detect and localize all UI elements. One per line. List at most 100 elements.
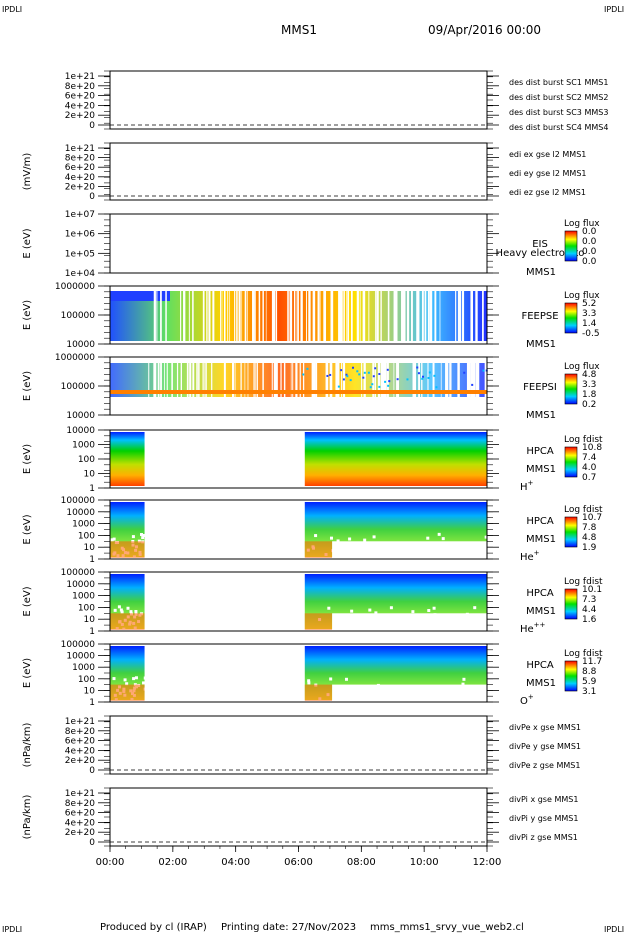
colorbar-title: Log fdist (564, 577, 603, 587)
y-tick-label: 6e+20 (65, 163, 96, 173)
data-gap (323, 291, 324, 341)
data-gap (338, 291, 341, 341)
data-gap (137, 539, 141, 543)
data-gap (143, 676, 147, 680)
panels-group: des dist burst SC1 MMS1 des dist burst SC… (22, 70, 608, 848)
y-tick-label: 100 (78, 675, 95, 685)
data-gap (314, 363, 316, 397)
y-axis-label: E (eV) (22, 228, 33, 258)
spectrogram-low-energy-patch (304, 541, 333, 558)
y-tick-label: 100 (78, 455, 95, 465)
spectrogram-pixel (349, 379, 352, 382)
colorbar-tick-label: 7.3 (582, 595, 596, 605)
data-gap (265, 291, 267, 341)
data-gap (176, 363, 179, 397)
data-gap (112, 537, 116, 541)
data-gap (387, 291, 390, 341)
y-tick-label: 2e+20 (65, 828, 96, 838)
spectrogram-high-energy-band (110, 291, 170, 301)
legend-entry: divPi y gse MMS1 (509, 814, 578, 823)
header-datetime: 09/Apr/2016 00:00 (428, 23, 541, 37)
spectrogram-pixel (372, 375, 375, 378)
data-gap (221, 291, 223, 341)
corner-tag-top-right: IPDLI (604, 5, 624, 14)
data-gap (183, 291, 186, 341)
data-gap (473, 606, 477, 610)
corner-tag-bottom-left: IPDLI (2, 925, 22, 934)
y-tick-label: 1e+21 (65, 72, 95, 82)
data-gap (123, 678, 127, 682)
data-gap (211, 363, 213, 397)
data-gap (212, 291, 215, 341)
data-gap (468, 363, 471, 397)
data-gap (382, 363, 385, 397)
data-gap (117, 605, 121, 609)
y-tick-label: 2e+20 (65, 111, 96, 121)
data-gap (297, 291, 299, 341)
spectrogram-hpca (110, 646, 487, 702)
data-gap (273, 291, 275, 341)
data-gap (234, 363, 236, 397)
y-tick-label: 1000 (72, 663, 95, 673)
y-tick-label: 1e+04 (65, 269, 96, 279)
y-tick-label: 100000 (61, 311, 96, 321)
spectrogram-low-energy-patch (110, 541, 145, 558)
data-gap (295, 363, 297, 397)
data-gap (441, 537, 445, 541)
spectrogram-low-energy-patch (110, 684, 145, 701)
data-gap (346, 291, 348, 341)
y-tick-label: 1000 (72, 441, 95, 451)
data-gap (374, 611, 378, 615)
spectrogram-pixel (369, 386, 372, 389)
data-gap (393, 363, 395, 397)
data-gap (350, 609, 354, 613)
colorbar (564, 230, 578, 262)
data-gap (192, 363, 195, 397)
data-gap (154, 291, 156, 341)
data-gap (171, 363, 173, 397)
y-tick-label: 1e+06 (65, 230, 96, 240)
y-tick-label: 10 (84, 470, 96, 480)
y-tick-label: 4e+20 (65, 818, 96, 828)
data-gap (142, 681, 146, 685)
data-gap (208, 291, 211, 341)
data-gap (125, 682, 129, 686)
data-gap (427, 609, 431, 613)
data-gap (361, 363, 363, 397)
instrument-label: FEEPSI (523, 382, 557, 393)
spectrogram-pixel (374, 367, 377, 370)
data-gap (362, 291, 366, 341)
data-gap (223, 363, 225, 397)
spectrogram-low-energy-patch (304, 613, 333, 630)
y-tick-label: 1e+05 (65, 249, 95, 259)
data-gap (413, 363, 417, 397)
y-tick-label: 4e+20 (65, 746, 96, 756)
data-gap (356, 291, 359, 341)
data-gap (429, 291, 431, 341)
y-axis-label: E (eV) (22, 586, 33, 616)
data-gap (403, 291, 406, 341)
colorbar (564, 588, 578, 620)
data-gap (289, 291, 291, 341)
data-gap (461, 682, 465, 686)
spectrogram-pixel (306, 367, 309, 370)
data-gap (323, 291, 327, 341)
spectrogram-feepse (110, 291, 490, 341)
spectrogram-pixel (422, 375, 425, 378)
spectrogram-pixel (433, 374, 436, 377)
data-gap (472, 363, 476, 397)
y-tick-label: 8e+20 (65, 154, 96, 164)
y-tick-label: 10000 (66, 652, 95, 662)
data-gap (421, 291, 424, 341)
spectrogram-low-energy-patch (110, 613, 145, 630)
panel-frame (109, 70, 488, 130)
data-gap (157, 363, 160, 397)
data-gap (254, 291, 256, 341)
spectrogram-pixel (463, 371, 466, 374)
data-gap (236, 291, 237, 341)
panel-1: des dist burst SC1 MMS1 des dist burst SC… (98, 70, 608, 132)
data-gap (258, 291, 261, 341)
data-gap (417, 291, 420, 341)
data-gap (432, 606, 436, 610)
data-gap (336, 363, 340, 397)
